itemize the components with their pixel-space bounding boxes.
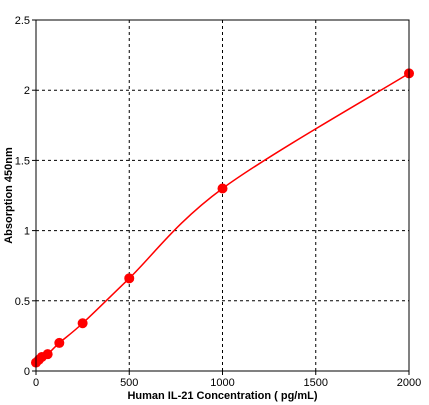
- data-point-4: [54, 337, 65, 348]
- x-tick-label-2: 1000: [210, 377, 234, 389]
- y-tick-label-2: 1: [24, 226, 30, 238]
- y-tick-label-1: 0.5: [15, 296, 30, 308]
- y-tick-label-3: 1.5: [15, 155, 30, 167]
- data-point-6: [124, 273, 135, 284]
- x-axis-ticks: 0 500 1000 1500 2000: [33, 371, 421, 389]
- grid: [36, 20, 409, 371]
- x-tick-label-3: 1500: [304, 377, 328, 389]
- y-tick-label-4: 2: [24, 85, 30, 97]
- x-tick-label-1: 500: [120, 377, 138, 389]
- y-tick-label-0: 0: [24, 366, 30, 378]
- y-axis-title: Absorption 450nm: [3, 147, 15, 244]
- data-points: [31, 68, 414, 368]
- x-tick-label-0: 0: [33, 377, 39, 389]
- y-axis-ticks: 0 0.5 1 1.5 2 2.5: [15, 15, 36, 378]
- x-axis-title: Human IL-21 Concentration ( pg/mL): [127, 390, 317, 402]
- data-point-7: [217, 183, 228, 194]
- x-tick-label-4: 2000: [397, 377, 421, 389]
- y-tick-label-5: 2.5: [15, 15, 30, 27]
- data-point-3: [42, 349, 53, 360]
- data-point-5: [77, 318, 88, 329]
